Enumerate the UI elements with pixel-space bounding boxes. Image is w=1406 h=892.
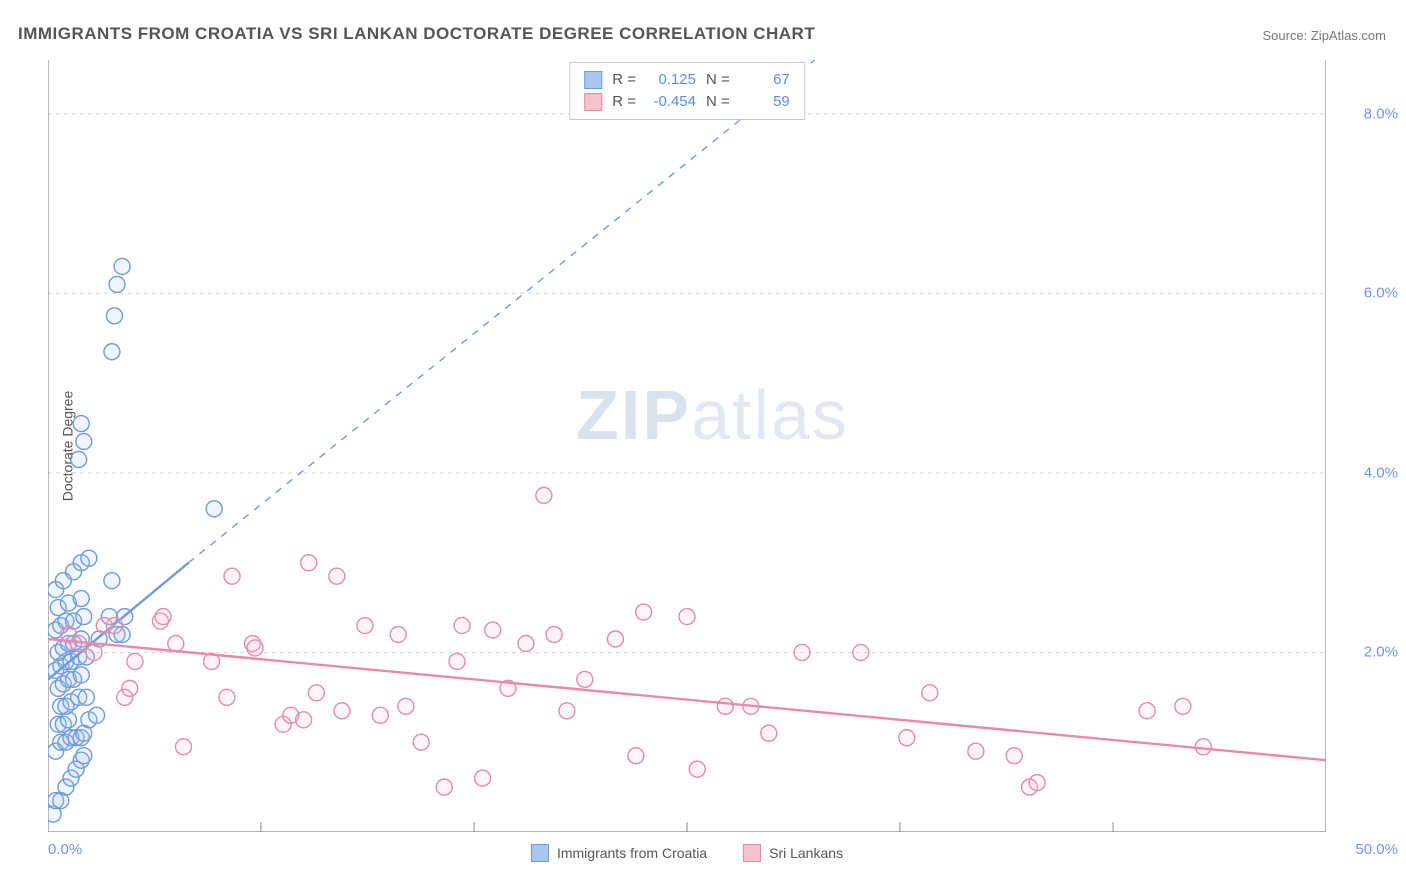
chart-title: IMMIGRANTS FROM CROATIA VS SRI LANKAN DO… (18, 24, 815, 44)
legend-item-srilanka: Sri Lankans (743, 844, 843, 862)
stats-r-label: R = (612, 91, 636, 113)
x-axis-tick-min: 0.0% (48, 841, 82, 858)
stats-n-label: N = (706, 69, 730, 91)
y-axis-tick-label: 4.0% (1364, 464, 1398, 481)
source-link[interactable]: ZipAtlas.com (1311, 28, 1386, 43)
stats-row-srilanka: R = -0.454 N = 59 (584, 91, 790, 113)
stats-n-value-croatia: 67 (740, 69, 790, 91)
stats-r-value-srilanka: -0.454 (646, 91, 696, 113)
legend-label-srilanka: Sri Lankans (769, 845, 843, 861)
source-prefix: Source: (1262, 28, 1310, 43)
legend-label-croatia: Immigrants from Croatia (557, 845, 707, 861)
stats-n-value-srilanka: 59 (740, 91, 790, 113)
chart-svg (48, 60, 1326, 832)
stats-r-value-croatia: 0.125 (646, 69, 696, 91)
legend-swatch-srilanka (743, 844, 761, 862)
legend-swatch-croatia (531, 844, 549, 862)
stats-r-label: R = (612, 69, 636, 91)
stats-row-croatia: R = 0.125 N = 67 (584, 69, 790, 91)
y-axis-tick-label: 6.0% (1364, 285, 1398, 302)
stats-swatch-srilanka (584, 93, 602, 111)
chart-plot-area: ZIPatlas R = 0.125 N = 67 R = -0.454 N =… (48, 60, 1326, 832)
stats-legend-box: R = 0.125 N = 67 R = -0.454 N = 59 (569, 62, 805, 120)
source-attribution: Source: ZipAtlas.com (1262, 28, 1386, 43)
y-axis-tick-label: 8.0% (1364, 105, 1398, 122)
y-axis-tick-label: 2.0% (1364, 644, 1398, 661)
x-axis-tick-max: 50.0% (1355, 841, 1398, 858)
stats-swatch-croatia (584, 71, 602, 89)
legend-item-croatia: Immigrants from Croatia (531, 844, 707, 862)
series-legend: Immigrants from Croatia Sri Lankans (531, 844, 843, 862)
stats-n-label: N = (706, 91, 730, 113)
